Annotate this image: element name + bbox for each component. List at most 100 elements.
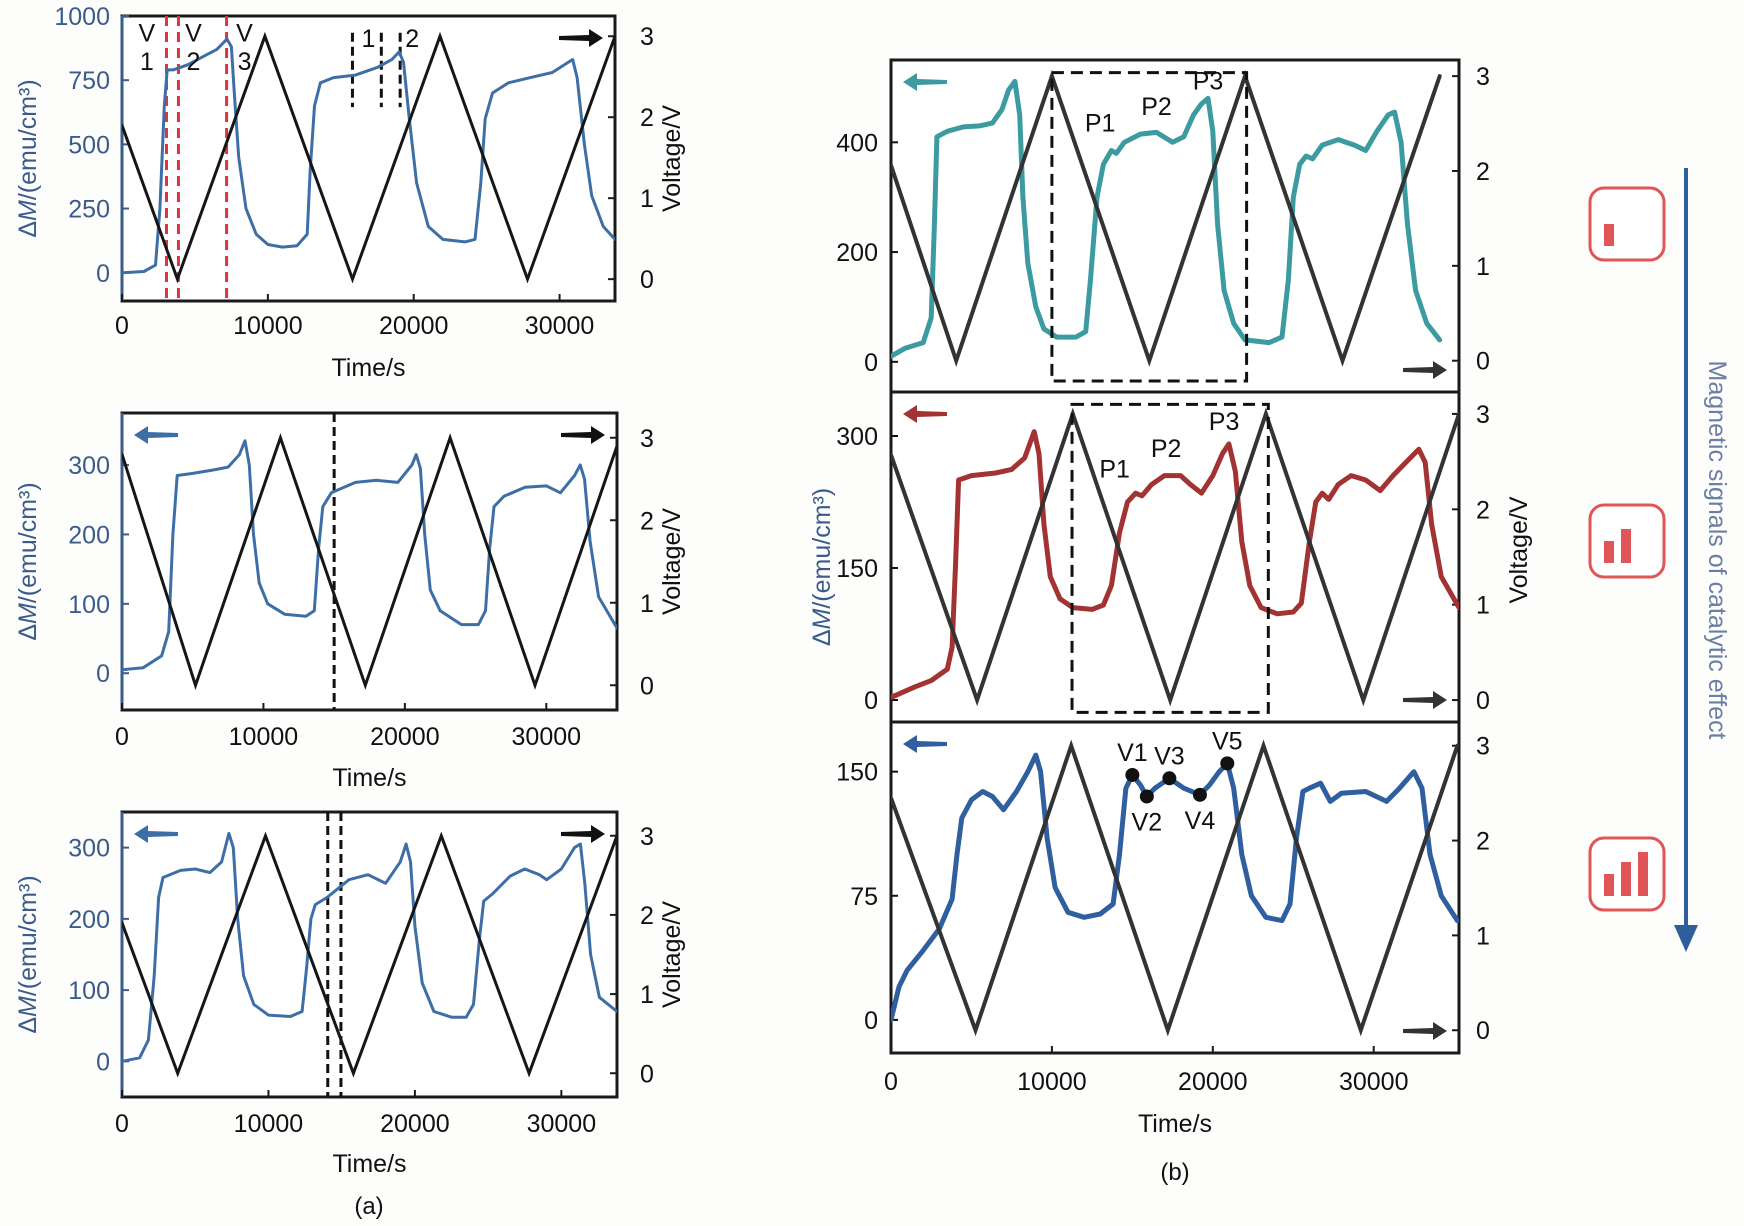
y-right-axis-title: Voltage/V bbox=[1505, 496, 1533, 603]
signal-bar bbox=[1604, 224, 1614, 246]
signal-level-2-icon bbox=[1588, 503, 1666, 579]
y-right-tick-label: 3 bbox=[1476, 63, 1490, 91]
signal-icons bbox=[1588, 186, 1666, 912]
y-tick-label: 0 bbox=[96, 1048, 110, 1076]
y-axis-title: ΔM/(emu/cm³) bbox=[14, 79, 42, 237]
marker-label: V4 bbox=[1185, 807, 1216, 835]
x-tick-label: 0 bbox=[115, 723, 129, 751]
annotation-label: P2 bbox=[1141, 93, 1172, 121]
annotation-label: P2 bbox=[1151, 435, 1182, 463]
annotation-label: V bbox=[138, 20, 155, 48]
voltage-line bbox=[122, 831, 617, 1078]
x-tick-label: 10000 bbox=[1017, 1068, 1087, 1096]
trend-arrow-head-icon bbox=[1674, 925, 1698, 952]
magnetization-line bbox=[122, 37, 615, 275]
signal-bar bbox=[1604, 874, 1614, 896]
point-marker bbox=[1162, 771, 1177, 786]
y-right-tick-label: 1 bbox=[640, 590, 654, 618]
y-axis-title: ΔM/(emu/cm³) bbox=[14, 482, 42, 640]
plot-area bbox=[891, 69, 1443, 367]
x-tick-label: 20000 bbox=[380, 1110, 450, 1138]
signal-bar bbox=[1604, 541, 1614, 563]
y-axis-title: ΔM/(emu/cm³) bbox=[14, 875, 42, 1033]
panel-b1: 0 200 400 0 1 2 3 P1 P2 P3 bbox=[836, 58, 1490, 394]
annotation-label: 2 bbox=[187, 48, 201, 76]
right-axis-arrow-icon bbox=[1403, 1022, 1447, 1040]
y-right-axis-title: Voltage/V bbox=[658, 508, 686, 615]
magnetization-line bbox=[891, 78, 1443, 359]
point-marker bbox=[1220, 756, 1235, 771]
left-axis-arrow-icon bbox=[903, 73, 947, 91]
annotation-label: P3 bbox=[1209, 408, 1240, 436]
highlight-box bbox=[1070, 402, 1270, 714]
side-annotation: Magnetic signals of catalytic effect bbox=[1703, 361, 1731, 740]
right-axis-arrow-icon bbox=[1403, 691, 1447, 709]
panel-b-label: (b) bbox=[1160, 1159, 1189, 1186]
marker-label: V1 bbox=[1117, 739, 1148, 767]
marker-label: V2 bbox=[1132, 808, 1163, 836]
right-axis-arrow-icon bbox=[561, 426, 605, 444]
x-tick-label: 20000 bbox=[370, 723, 440, 751]
signal-level-1-icon bbox=[1588, 186, 1666, 262]
panel-b3: 0 75 150 0 1 2 3 0 10000 20000 30000 Time/s V1 V2 V3 V4… bbox=[836, 720, 1490, 1138]
voltage-line bbox=[122, 31, 615, 284]
x-axis-title: Time/s bbox=[1138, 1110, 1212, 1138]
annotation-label: 1 bbox=[362, 25, 376, 53]
signal-bar bbox=[1621, 529, 1631, 563]
plot-area bbox=[891, 407, 1459, 707]
voltage-line bbox=[122, 433, 617, 691]
signal-bar bbox=[1621, 862, 1631, 896]
y-tick-label: 200 bbox=[836, 239, 878, 267]
x-tick-label: 0 bbox=[115, 312, 129, 340]
panel-b2: 0 150 300 0 1 2 3 ΔM/(emu/cm³) Voltage/V P1 P2 P3 bbox=[808, 390, 1533, 724]
y-right-tick-label: 3 bbox=[1476, 401, 1490, 429]
y-tick-label: 100 bbox=[68, 977, 110, 1005]
x-axis-title: Time/s bbox=[332, 1150, 406, 1178]
panel-a3: 0 100 200 300 0 1 2 3 0 10000 20000 30000 Time/s ΔM/(… bbox=[14, 810, 686, 1178]
highlight-box bbox=[1050, 71, 1249, 383]
y-tick-label: 1000 bbox=[54, 3, 110, 31]
plot-frame bbox=[889, 58, 1461, 394]
annotation-label: 2 bbox=[405, 25, 419, 53]
y-right-tick-label: 2 bbox=[640, 507, 654, 535]
y-right-tick-label: 3 bbox=[640, 425, 654, 453]
y-tick-label: 0 bbox=[864, 1007, 878, 1035]
point-marker bbox=[1139, 789, 1154, 804]
voltage-line bbox=[891, 69, 1442, 367]
right-axis-arrow-icon bbox=[561, 825, 605, 843]
marker-label: V3 bbox=[1154, 742, 1185, 770]
y-tick-label: 500 bbox=[68, 131, 110, 159]
y-tick-label: 300 bbox=[68, 452, 110, 480]
y-right-axis-title: Voltage/V bbox=[658, 105, 686, 212]
magnetization-line bbox=[122, 831, 617, 1063]
y-tick-label: 150 bbox=[836, 759, 878, 787]
annotation-label: 3 bbox=[238, 48, 252, 76]
y-right-tick-label: 3 bbox=[640, 23, 654, 51]
left-axis-arrow-icon bbox=[134, 426, 178, 444]
magnetization-line bbox=[122, 439, 617, 672]
y-tick-label: 75 bbox=[850, 883, 878, 911]
y-tick-label: 400 bbox=[836, 129, 878, 157]
panel-a2: 0 100 200 300 0 1 2 3 0 10000 20000 30000 Time/s ΔM/(… bbox=[14, 411, 686, 792]
x-tick-label: 0 bbox=[115, 1110, 129, 1138]
y-tick-label: 200 bbox=[68, 906, 110, 934]
voltage-line bbox=[891, 407, 1459, 707]
y-right-tick-label: 2 bbox=[1476, 496, 1490, 524]
y-right-tick-label: 1 bbox=[1476, 253, 1490, 281]
plot-area bbox=[122, 16, 615, 301]
annotation-label: P3 bbox=[1193, 68, 1224, 96]
plot-area bbox=[122, 413, 617, 710]
y-tick-label: 0 bbox=[96, 260, 110, 288]
left-axis-arrow-icon bbox=[903, 405, 947, 423]
y-tick-label: 0 bbox=[864, 349, 878, 377]
x-axis-title: Time/s bbox=[331, 354, 405, 382]
y-right-tick-label: 3 bbox=[1476, 733, 1490, 761]
magnetization-line bbox=[891, 429, 1459, 700]
annotation-label: 1 bbox=[140, 48, 154, 76]
point-marker bbox=[1125, 767, 1140, 782]
y-tick-label: 300 bbox=[68, 835, 110, 863]
y-axis-title: ΔM/(emu/cm³) bbox=[808, 488, 836, 646]
x-tick-label: 20000 bbox=[1178, 1068, 1248, 1096]
voltage-line bbox=[891, 739, 1459, 1037]
